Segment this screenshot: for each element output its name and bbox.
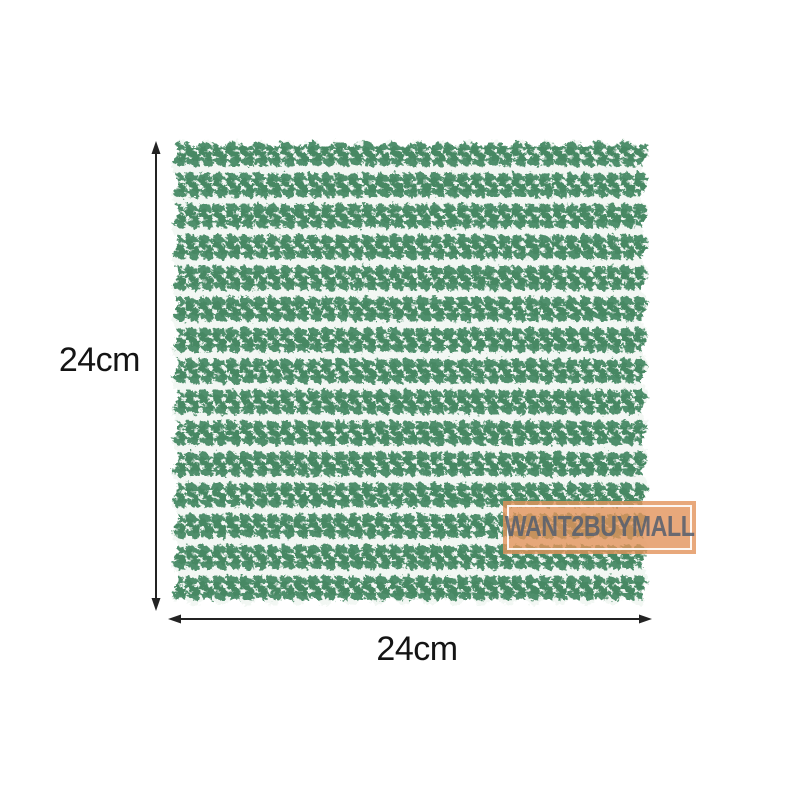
height-dimension-label: 24cm	[58, 341, 141, 379]
watermark-frame: WANT2BUYMALL	[504, 505, 695, 550]
watermark-badge: WANT2BUYMALL	[503, 501, 696, 554]
width-dimension-label: 24cm	[376, 630, 458, 668]
watermark-text: WANT2BUYMALL	[504, 511, 695, 543]
